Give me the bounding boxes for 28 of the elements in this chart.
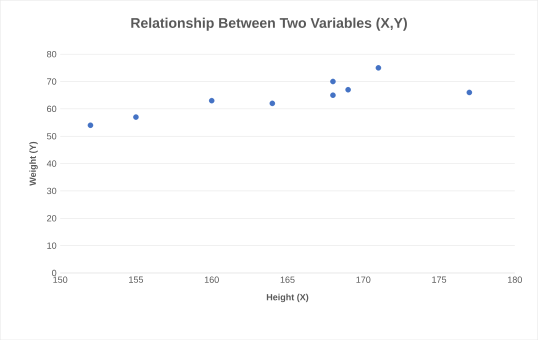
y-tick-label: 30 <box>46 188 56 194</box>
x-tick-label: 155 <box>129 276 144 283</box>
x-tick-label: 150 <box>53 276 68 283</box>
y-tick-label: 10 <box>47 242 56 249</box>
y-tick-label: 70 <box>47 78 56 85</box>
point <box>133 114 139 120</box>
y-tick-label: 40 <box>46 160 56 167</box>
point <box>466 90 472 96</box>
y-tick-label: 80 <box>47 50 56 58</box>
y-tick-label: 20 <box>47 215 56 222</box>
point <box>330 92 336 98</box>
chart-title: Relationship Between Two Variables (X,Y) <box>131 18 407 31</box>
point <box>345 86 351 92</box>
point <box>330 78 336 84</box>
x-axis-title: Height (X) <box>266 294 308 302</box>
x-tick-label: 170 <box>356 276 370 283</box>
point <box>376 64 382 71</box>
y-tick-label: 60 <box>47 106 56 112</box>
x-tick-label: 180 <box>508 276 522 283</box>
point <box>88 122 94 128</box>
x-tick-label: 160 <box>204 276 219 283</box>
x-tick-label: 165 <box>280 276 295 283</box>
y-tick-label: 0 <box>52 270 56 276</box>
point <box>270 100 276 106</box>
y-axis-title: Weight (Y) <box>29 142 38 186</box>
point <box>208 98 215 104</box>
y-tick-label: 50 <box>46 132 56 140</box>
x-tick-label: 175 <box>432 276 446 283</box>
